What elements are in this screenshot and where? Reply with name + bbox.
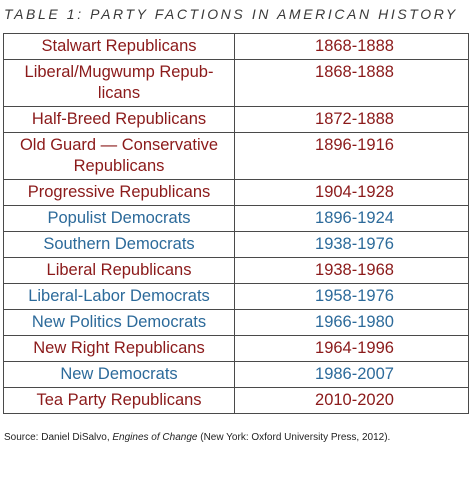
faction-years-cell: 1966-1980 (234, 309, 469, 336)
table-row: Old Guard — Conservative Republicans 1896-… (3, 132, 469, 180)
faction-years-cell: 1896-1924 (234, 205, 469, 232)
faction-years-cell: 1964-1996 (234, 335, 469, 362)
source-prefix: Source: Daniel DiSalvo, (4, 432, 113, 443)
faction-name-cell: Half-Breed Republicans (3, 106, 235, 133)
faction-name-cell: Liberal Republicans (3, 257, 235, 284)
table-row: Tea Party Republicans 2010-2020 (3, 387, 469, 414)
faction-name-cell: Liberal-Labor Democrats (3, 283, 235, 310)
table-row: Liberal-Labor Democrats 1958-1976 (3, 283, 469, 310)
table-row: New Right Republicans 1964-1996 (3, 335, 469, 362)
faction-name-cell: Populist Democrats (3, 205, 235, 232)
faction-name-cell: Stalwart Republicans (3, 33, 235, 60)
source-book-title: Engines of Change (112, 432, 198, 443)
faction-years-cell: 1938-1976 (234, 231, 469, 258)
source-suffix: (New York: Oxford University Press, 2012… (197, 432, 391, 443)
table-row: Stalwart Republicans 1868-1888 (3, 33, 469, 60)
table-row: Liberal/Mugwump Repub-licans 1868-1888 (3, 59, 469, 107)
source-note: Source: Daniel DiSalvo, Engines of Chang… (4, 432, 390, 443)
faction-years-cell: 1986-2007 (234, 361, 469, 388)
table-row: Liberal Republicans 1938-1968 (3, 257, 469, 284)
faction-name-cell: Progressive Republicans (3, 179, 235, 206)
table-row: New Politics Democrats 1966-1980 (3, 309, 469, 336)
faction-years-cell: 1868-1888 (234, 59, 469, 107)
faction-name-cell: New Democrats (3, 361, 235, 388)
table-row: New Democrats 1986-2007 (3, 361, 469, 388)
table-row: Populist Democrats 1896-1924 (3, 205, 469, 232)
factions-table-body: Stalwart Republicans 1868-1888 Liberal/Mug… (3, 33, 469, 414)
factions-table: Stalwart Republicans 1868-1888 Liberal/Mug… (3, 33, 469, 414)
faction-name-cell: Southern Democrats (3, 231, 235, 258)
faction-years-cell: 1896-1916 (234, 132, 469, 180)
faction-years-cell: 2010-2020 (234, 387, 469, 414)
faction-years-cell: 1872-1888 (234, 106, 469, 133)
faction-name-cell: Liberal/Mugwump Repub-licans (3, 59, 235, 107)
faction-years-cell: 1904-1928 (234, 179, 469, 206)
faction-years-cell: 1868-1888 (234, 33, 469, 60)
table-row: Half-Breed Republicans 1872-1888 (3, 106, 469, 133)
faction-years-cell: 1958-1976 (234, 283, 469, 310)
table-row: Progressive Republicans 1904-1928 (3, 179, 469, 206)
faction-years-cell: 1938-1968 (234, 257, 469, 284)
table-row: Southern Democrats 1938-1976 (3, 231, 469, 258)
faction-name-cell: New Right Republicans (3, 335, 235, 362)
faction-name-cell: Old Guard — Conservative Republicans (3, 132, 235, 180)
table-title: TABLE 1: PARTY FACTIONS IN AMERICAN HIST… (4, 6, 458, 22)
faction-name-cell: New Politics Democrats (3, 309, 235, 336)
faction-name-cell: Tea Party Republicans (3, 387, 235, 414)
